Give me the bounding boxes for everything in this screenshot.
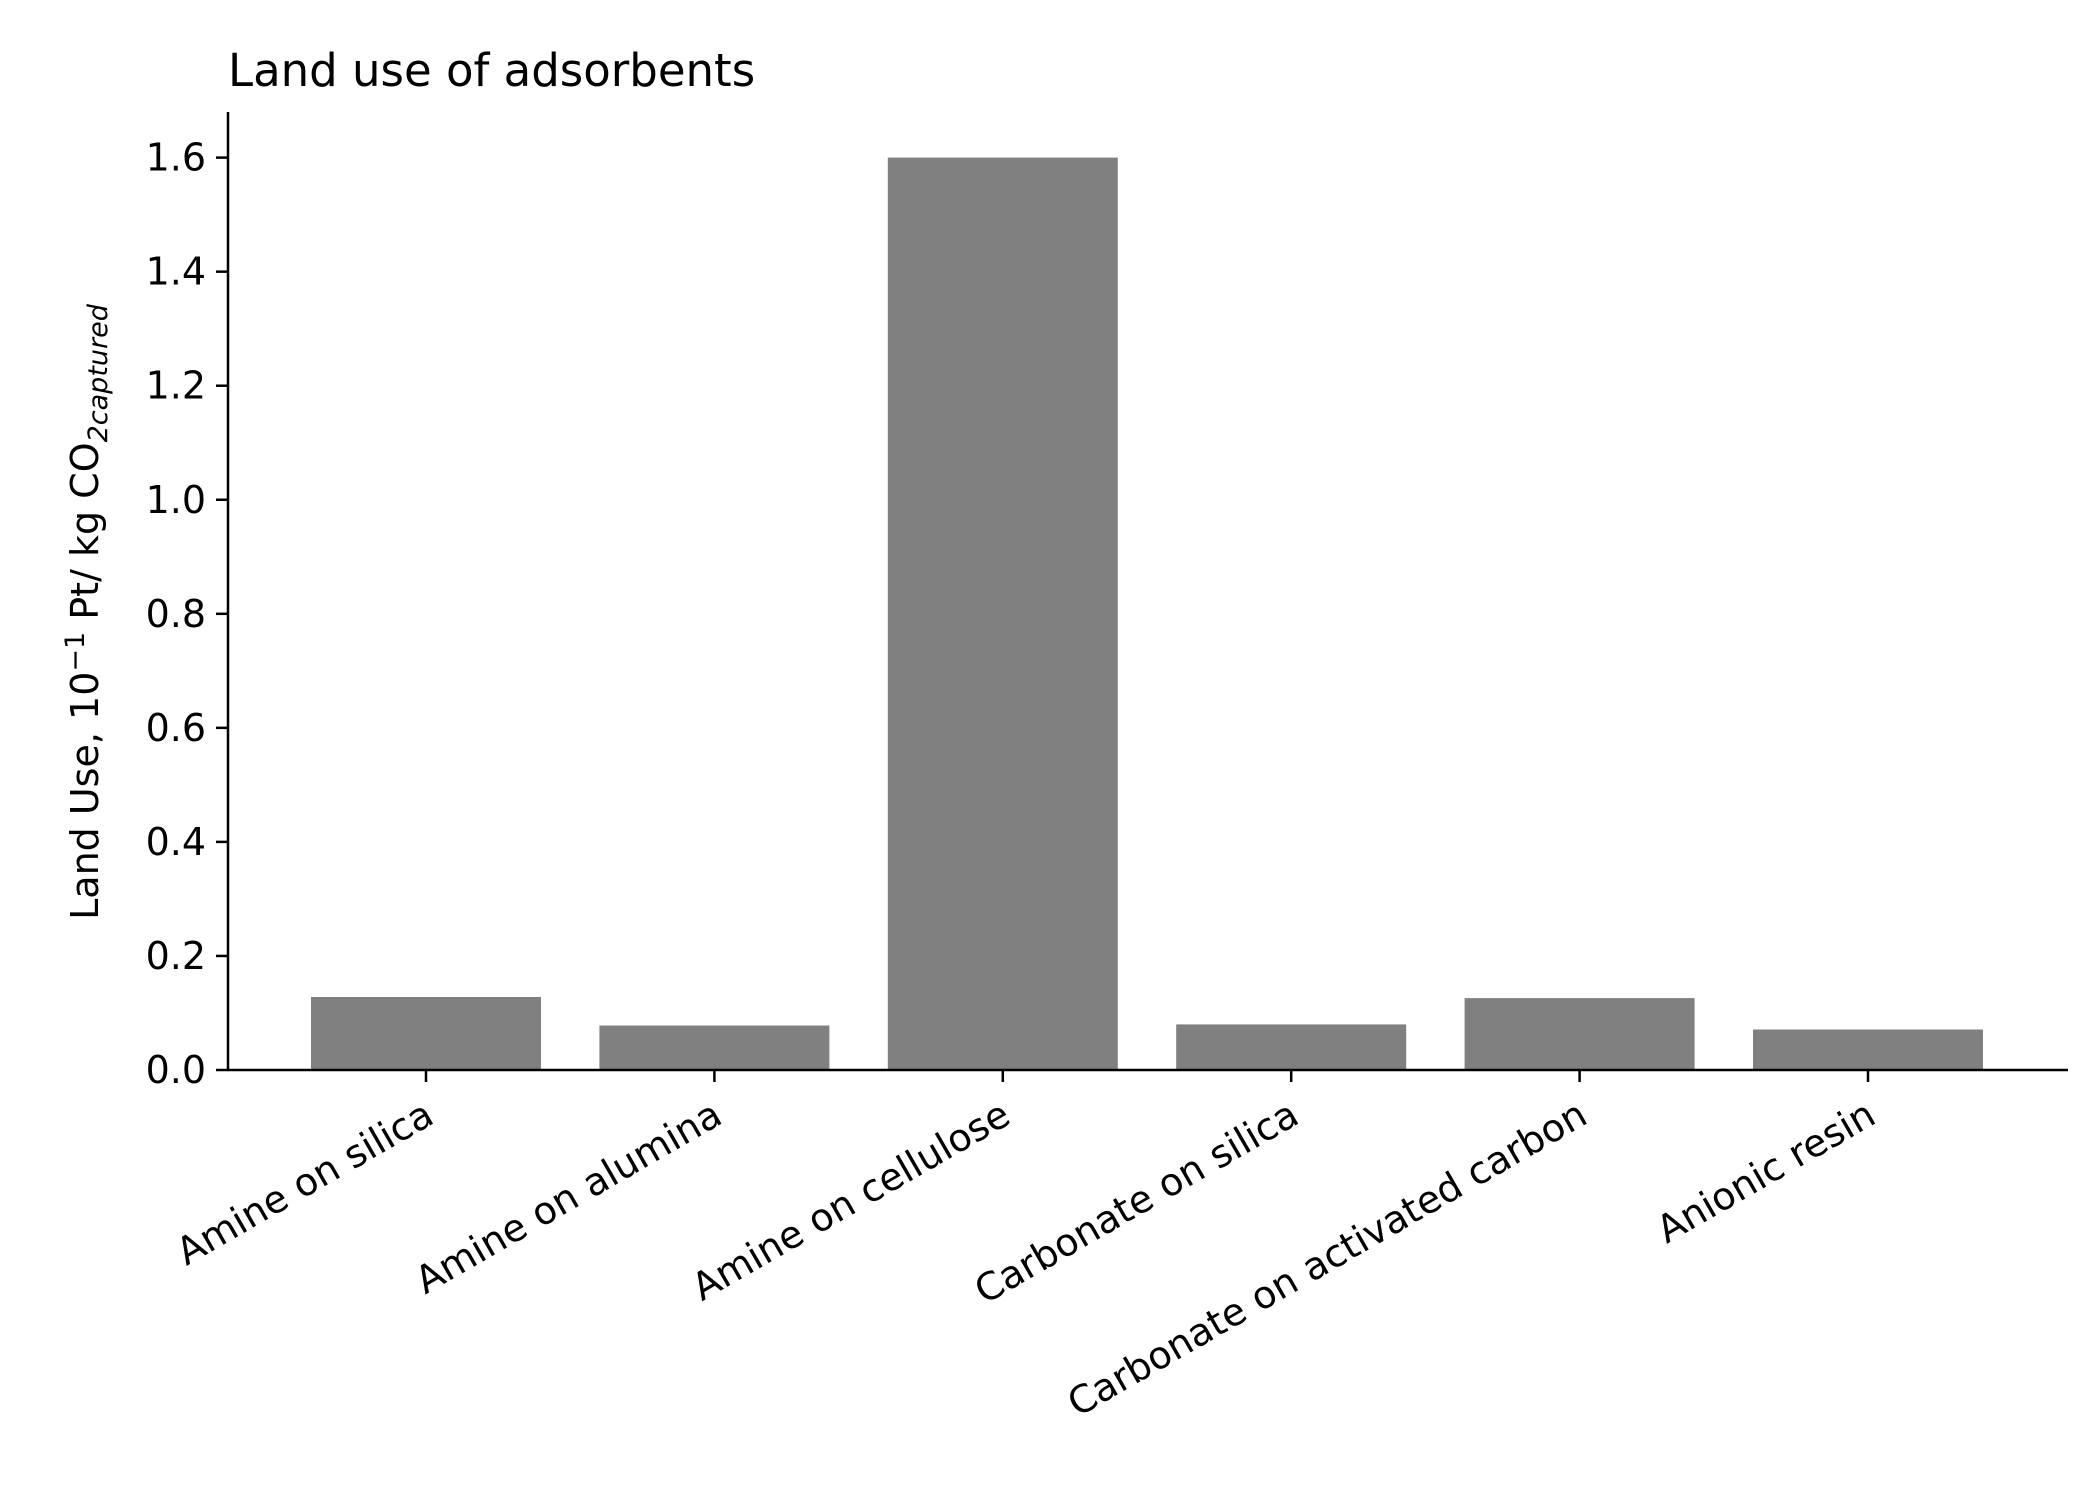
y-tick-label: 0.2: [146, 934, 206, 978]
y-tick-label: 0.8: [146, 592, 206, 636]
y-tick-label: 1.0: [146, 478, 206, 522]
bar-carbonate-on-silica: [1176, 1024, 1407, 1070]
y-axis-title: Land Use, 10−1 Pt/ kg CO2captured: [60, 303, 114, 920]
x-tick-label: Carbonate on activated carbon: [1060, 1092, 1594, 1426]
y-tick-label: 1.4: [146, 250, 206, 294]
y-tick-label: 0.6: [146, 706, 206, 750]
bar-amine-on-cellulose: [887, 157, 1118, 1071]
chart-title: Land use of adsorbents: [228, 44, 755, 97]
y-tick-label: 0.4: [146, 820, 206, 864]
bar-anionic-resin: [1753, 1029, 1983, 1070]
x-tick-label: Amine on alumina: [408, 1092, 729, 1303]
bar-amine-on-alumina: [599, 1025, 830, 1070]
x-tick-label: Anionic resin: [1649, 1092, 1882, 1252]
y-tick-label: 1.6: [146, 136, 206, 180]
y-tick-label: 1.2: [146, 364, 206, 408]
y-ticks-group: 0.0 0.2 0.4 0.6 0.8 1.0 1.2 1.4 1.6: [146, 136, 228, 1092]
y-tick-label: 0.0: [146, 1048, 206, 1092]
bar-carbonate-on-activated-carbon: [1464, 998, 1695, 1070]
bars-group: [311, 157, 1983, 1071]
bar-amine-on-silica: [311, 997, 541, 1070]
x-tick-label: Amine on silica: [169, 1092, 441, 1274]
